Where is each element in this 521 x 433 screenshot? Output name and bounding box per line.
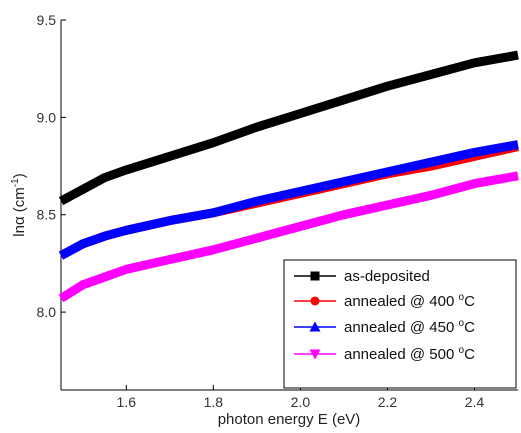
y-axis-title: lnα (cm-1): [10, 173, 28, 236]
y-tick-label: 8.5: [37, 207, 57, 223]
x-tick-label: 2.4: [465, 394, 485, 410]
y-tick-label: 9.0: [37, 109, 57, 125]
x-tick-label: 1.8: [204, 394, 224, 410]
series-line-3: [58, 140, 519, 260]
y-tick-label: 8.0: [37, 304, 57, 320]
x-axis-title: photon energy E (eV): [218, 411, 361, 428]
x-ticks: 1.6 1.8 2.0 2.2 2.4: [117, 385, 485, 410]
series-line-2: [58, 142, 519, 260]
legend-marker: [309, 321, 321, 332]
legend-box: [283, 259, 517, 389]
legend-marker: [310, 271, 320, 281]
series-layer: [58, 50, 519, 303]
series-line-4: [58, 171, 519, 303]
legend-marker: [309, 349, 321, 360]
legend-label: annealed @ 400 oC: [344, 292, 475, 310]
legend-label: as-deposited: [344, 268, 430, 285]
y-ticks: 8.0 8.5 9.0 9.5: [37, 12, 66, 320]
legend: as-deposited annealed @ 400 oC annealed @ …: [283, 259, 517, 389]
legend-label: annealed @ 450 oC: [344, 318, 475, 336]
legend-label: annealed @ 500 oC: [344, 345, 475, 363]
x-tick-label: 2.0: [291, 394, 311, 410]
x-tick-label: 2.2: [378, 394, 398, 410]
series-line-1: [58, 50, 519, 206]
legend-entries: as-deposited annealed @ 400 oC annealed @ …: [294, 268, 475, 363]
y-tick-label: 9.5: [37, 12, 57, 28]
legend-marker: [310, 296, 320, 306]
x-tick-label: 1.6: [117, 394, 137, 410]
